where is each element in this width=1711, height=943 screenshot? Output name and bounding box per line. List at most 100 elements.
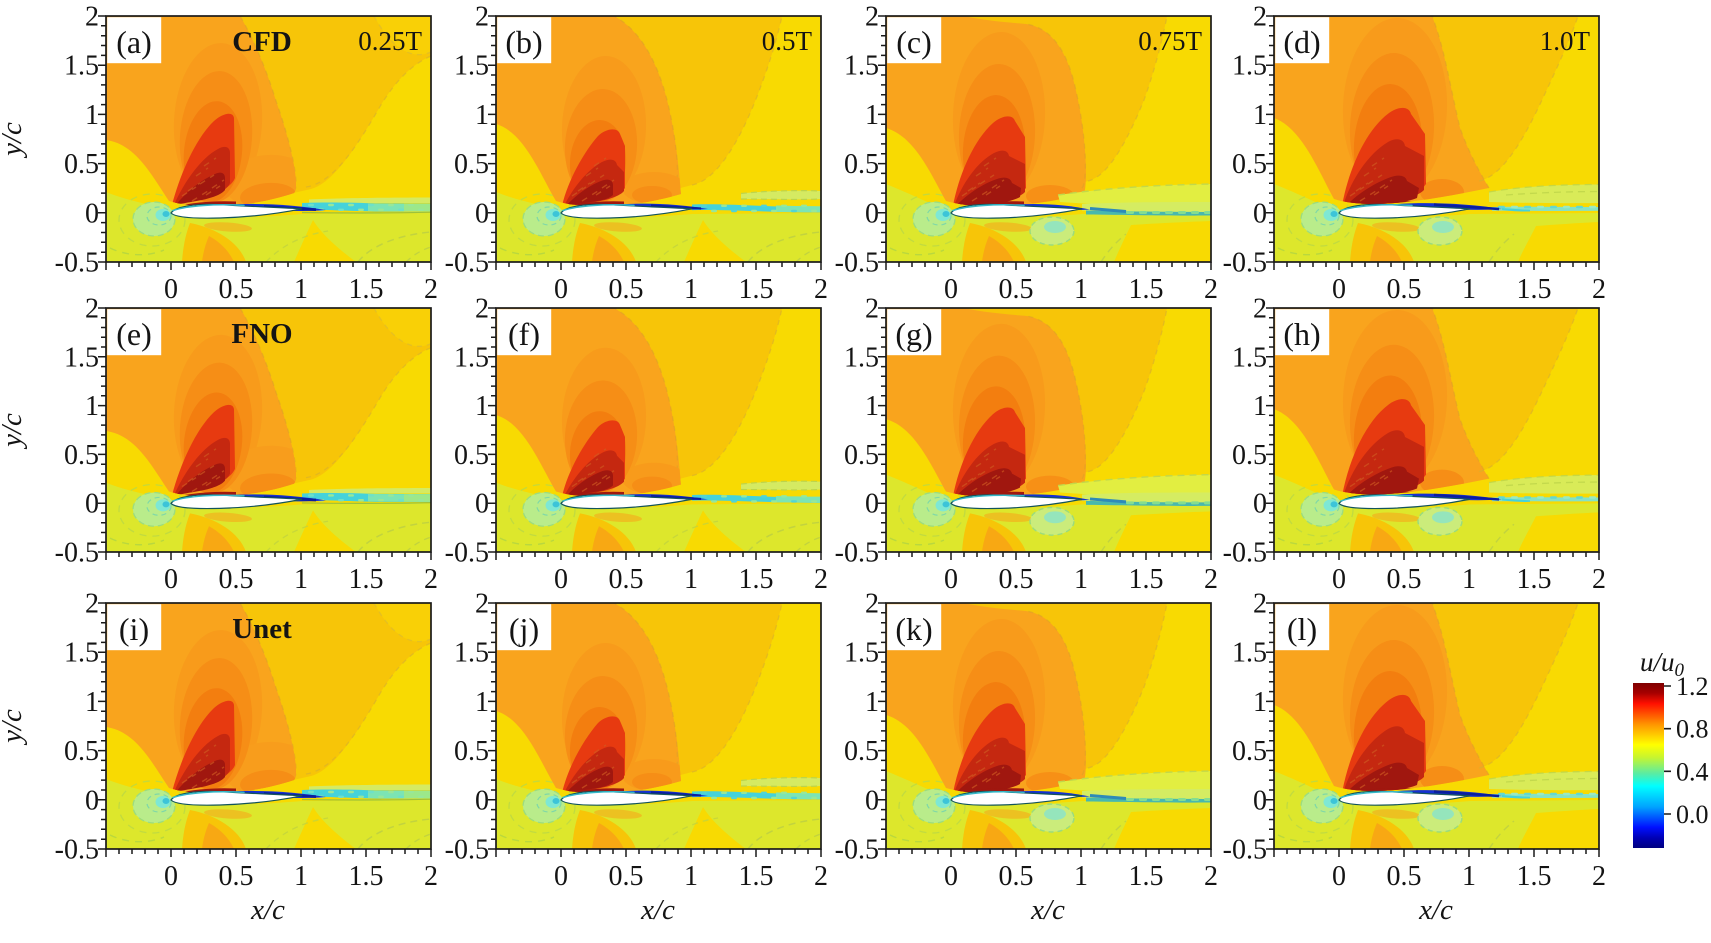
svg-text:1.5: 1.5	[64, 342, 99, 373]
svg-text:0.5: 0.5	[454, 149, 489, 180]
svg-text:1: 1	[1253, 100, 1267, 131]
svg-text:1.5: 1.5	[454, 638, 489, 669]
svg-text:0.5: 0.5	[609, 564, 644, 595]
svg-text:2: 2	[1592, 274, 1606, 305]
svg-text:(l): (l)	[1287, 611, 1317, 647]
svg-text:0.5: 0.5	[1232, 736, 1267, 767]
svg-text:1: 1	[684, 564, 698, 595]
svg-text:0: 0	[475, 198, 489, 229]
svg-text:-0.5: -0.5	[1223, 835, 1267, 866]
svg-text:(d): (d)	[1283, 24, 1320, 60]
svg-text:0: 0	[164, 274, 178, 305]
svg-text:0: 0	[1253, 198, 1267, 229]
svg-text:2: 2	[424, 564, 438, 595]
svg-text:CFD: CFD	[232, 26, 292, 58]
svg-text:1: 1	[865, 100, 879, 131]
svg-text:2: 2	[1253, 589, 1267, 620]
svg-text:1.5: 1.5	[1232, 342, 1267, 373]
svg-text:1.5: 1.5	[844, 638, 879, 669]
svg-text:2: 2	[1204, 861, 1218, 892]
svg-text:2: 2	[1253, 2, 1267, 33]
svg-text:1.5: 1.5	[1517, 564, 1552, 595]
svg-text:0: 0	[85, 785, 99, 816]
svg-text:(a): (a)	[116, 24, 152, 60]
svg-text:0.5: 0.5	[999, 564, 1034, 595]
svg-text:(b): (b)	[505, 24, 542, 60]
svg-text:0.5: 0.5	[1232, 440, 1267, 471]
svg-text:0: 0	[475, 489, 489, 520]
svg-text:(e): (e)	[116, 316, 152, 352]
svg-text:-0.5: -0.5	[835, 248, 879, 279]
svg-text:1: 1	[1074, 274, 1088, 305]
svg-text:0.0: 0.0	[1676, 800, 1709, 829]
svg-text:2: 2	[85, 589, 99, 620]
svg-text:x/c: x/c	[1418, 894, 1453, 926]
svg-text:0.4: 0.4	[1676, 757, 1709, 786]
svg-text:0: 0	[554, 274, 568, 305]
svg-text:2: 2	[1592, 861, 1606, 892]
svg-text:1: 1	[1462, 274, 1476, 305]
svg-text:1.5: 1.5	[1129, 564, 1164, 595]
svg-text:1: 1	[85, 391, 99, 422]
svg-text:0.5: 0.5	[64, 149, 99, 180]
svg-text:0: 0	[554, 564, 568, 595]
svg-text:0.5: 0.5	[1387, 861, 1422, 892]
svg-text:2: 2	[475, 294, 489, 325]
svg-text:2: 2	[85, 2, 99, 33]
svg-text:1: 1	[865, 687, 879, 718]
svg-text:(c): (c)	[896, 24, 932, 60]
svg-text:1: 1	[475, 100, 489, 131]
svg-text:1.5: 1.5	[1232, 638, 1267, 669]
svg-text:x/c: x/c	[640, 894, 675, 926]
svg-text:1: 1	[294, 564, 308, 595]
svg-text:0.5T: 0.5T	[762, 26, 813, 56]
svg-text:0.5: 0.5	[844, 149, 879, 180]
svg-text:0: 0	[1332, 274, 1346, 305]
svg-text:2: 2	[475, 589, 489, 620]
svg-text:1.5: 1.5	[349, 861, 384, 892]
svg-text:1.5: 1.5	[739, 861, 774, 892]
svg-text:1.5: 1.5	[1517, 274, 1552, 305]
svg-text:2: 2	[1253, 294, 1267, 325]
svg-text:1: 1	[1253, 391, 1267, 422]
svg-text:x/c: x/c	[1030, 894, 1065, 926]
svg-text:2: 2	[814, 861, 828, 892]
svg-text:1.5: 1.5	[1232, 51, 1267, 82]
svg-text:(k): (k)	[895, 611, 932, 647]
svg-text:0: 0	[865, 489, 879, 520]
svg-text:1: 1	[85, 687, 99, 718]
svg-text:1: 1	[865, 391, 879, 422]
svg-text:0.5: 0.5	[454, 736, 489, 767]
svg-text:1.5: 1.5	[1517, 861, 1552, 892]
svg-text:1: 1	[684, 861, 698, 892]
svg-text:0: 0	[1253, 489, 1267, 520]
svg-text:(i): (i)	[119, 611, 149, 647]
svg-text:x/c: x/c	[250, 894, 285, 926]
svg-text:0.5: 0.5	[1387, 274, 1422, 305]
svg-text:2: 2	[475, 2, 489, 33]
svg-text:2: 2	[1204, 564, 1218, 595]
svg-text:2: 2	[85, 294, 99, 325]
svg-text:0: 0	[554, 861, 568, 892]
svg-text:-0.5: -0.5	[835, 835, 879, 866]
svg-text:0.5: 0.5	[64, 736, 99, 767]
svg-text:1.5: 1.5	[64, 51, 99, 82]
svg-text:(f): (f)	[508, 316, 540, 352]
svg-text:y/c: y/c	[0, 122, 28, 159]
svg-text:(h): (h)	[1283, 316, 1320, 352]
svg-text:0.5: 0.5	[609, 274, 644, 305]
svg-text:2: 2	[424, 861, 438, 892]
svg-text:1.0T: 1.0T	[1540, 26, 1591, 56]
svg-text:-0.5: -0.5	[55, 248, 99, 279]
svg-text:1: 1	[684, 274, 698, 305]
svg-text:0: 0	[1332, 861, 1346, 892]
svg-text:-0.5: -0.5	[1223, 248, 1267, 279]
svg-text:0: 0	[1332, 564, 1346, 595]
svg-text:1: 1	[85, 100, 99, 131]
svg-text:0: 0	[85, 489, 99, 520]
svg-text:1.5: 1.5	[454, 51, 489, 82]
svg-text:0.5: 0.5	[219, 564, 254, 595]
svg-text:1.5: 1.5	[64, 638, 99, 669]
svg-text:(j): (j)	[509, 611, 539, 647]
svg-text:0.25T: 0.25T	[358, 26, 422, 56]
